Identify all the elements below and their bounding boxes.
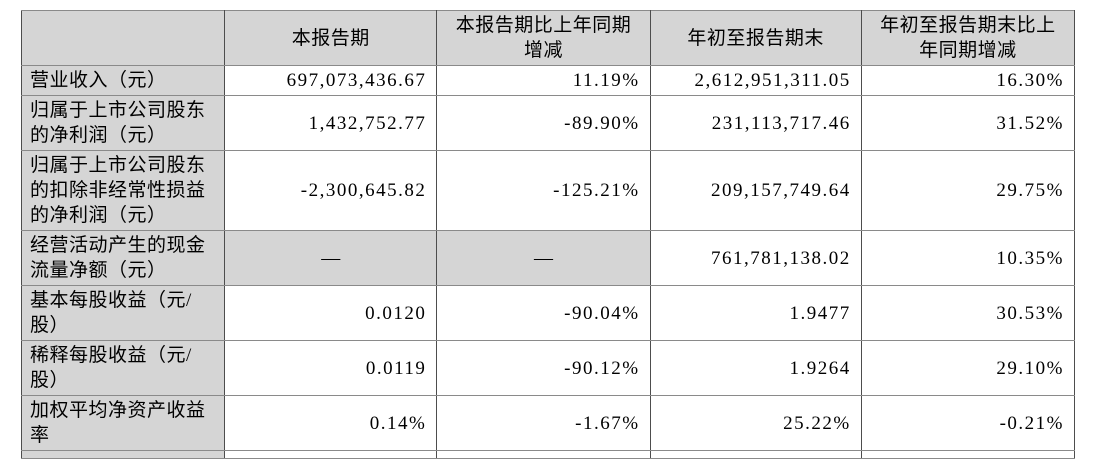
cell-value: 25.22% <box>649 395 862 451</box>
row-label: 归属于上市公司股东的净利润（元） <box>20 95 226 151</box>
header-current-period-yoy-change: 本报告期比上年同期增减 <box>436 10 651 66</box>
cell-value: 11.19% <box>436 65 651 96</box>
row-weighted-avg-roe: 加权平均净资产收益率 0.14% -1.67% 25.22% -0.21% <box>20 395 1076 451</box>
row-basic-eps: 基本每股收益（元/股） 0.0120 -90.04% 1.9477 30.53% <box>20 285 1076 341</box>
cell-value: 0.14% <box>224 395 438 451</box>
cell-value: -0.21% <box>860 395 1076 451</box>
cell-value: 0.0119 <box>224 340 438 396</box>
cell-value: 209,157,749.64 <box>649 150 862 231</box>
row-label: 营业收入（元） <box>20 65 226 96</box>
header-year-to-date-yoy-change: 年初至报告期末比上年同期增减 <box>860 10 1076 66</box>
cell-value-not-applicable: — <box>436 230 651 286</box>
row-net-profit-excl-nonrecurring: 归属于上市公司股东的扣除非经常性损益的净利润（元） -2,300,645.82 … <box>20 150 1076 231</box>
financial-summary-table: 本报告期 本报告期比上年同期增减 年初至报告期末 年初至报告期末比上年同期增减 … <box>20 10 1076 459</box>
key-financials-table: 本报告期 本报告期比上年同期增减 年初至报告期末 年初至报告期末比上年同期增减 … <box>20 10 1076 459</box>
cell-value: -89.90% <box>436 95 651 151</box>
cell-value: 29.75% <box>860 150 1076 231</box>
cell-value: 1.9264 <box>649 340 862 396</box>
table-header-row: 本报告期 本报告期比上年同期增减 年初至报告期末 年初至报告期末比上年同期增减 <box>20 10 1076 66</box>
cell-value: 30.53% <box>860 285 1076 341</box>
row-operating-revenue: 营业收入（元） 697,073,436.67 11.19% 2,612,951,… <box>20 65 1076 96</box>
cell-value: 31.52% <box>860 95 1076 151</box>
cell-value: 761,781,138.02 <box>649 230 862 286</box>
header-row-label-blank <box>20 10 226 66</box>
row-label: 稀释每股收益（元/股） <box>20 340 226 396</box>
cell-value: 10.35% <box>860 230 1076 286</box>
row-label: 基本每股收益（元/股） <box>20 285 226 341</box>
cell-value-not-applicable: — <box>224 230 438 286</box>
cell-value: -2,300,645.82 <box>224 150 438 231</box>
row-label: 经营活动产生的现金流量净额（元） <box>20 230 226 286</box>
cell-value: 1,432,752.77 <box>224 95 438 151</box>
header-year-to-date: 年初至报告期末 <box>649 10 862 66</box>
cell-value: 0.0120 <box>224 285 438 341</box>
clipped-next-row <box>20 450 1076 459</box>
cell-value: -125.21% <box>436 150 651 231</box>
row-net-profit-attributable: 归属于上市公司股东的净利润（元） 1,432,752.77 -89.90% 23… <box>20 95 1076 151</box>
cell-value: 697,073,436.67 <box>224 65 438 96</box>
cell-value: 2,612,951,311.05 <box>649 65 862 96</box>
cell-value: -90.12% <box>436 340 651 396</box>
header-current-period: 本报告期 <box>224 10 438 66</box>
row-operating-cash-flow: 经营活动产生的现金流量净额（元） — — 761,781,138.02 10.3… <box>20 230 1076 286</box>
cell-value: -90.04% <box>436 285 651 341</box>
row-diluted-eps: 稀释每股收益（元/股） 0.0119 -90.12% 1.9264 29.10% <box>20 340 1076 396</box>
cell-value: 231,113,717.46 <box>649 95 862 151</box>
cell-value: 1.9477 <box>649 285 862 341</box>
cell-value: 29.10% <box>860 340 1076 396</box>
row-label: 归属于上市公司股东的扣除非经常性损益的净利润（元） <box>20 150 226 231</box>
cell-value: 16.30% <box>860 65 1076 96</box>
row-label: 加权平均净资产收益率 <box>20 395 226 451</box>
cell-value: -1.67% <box>436 395 651 451</box>
